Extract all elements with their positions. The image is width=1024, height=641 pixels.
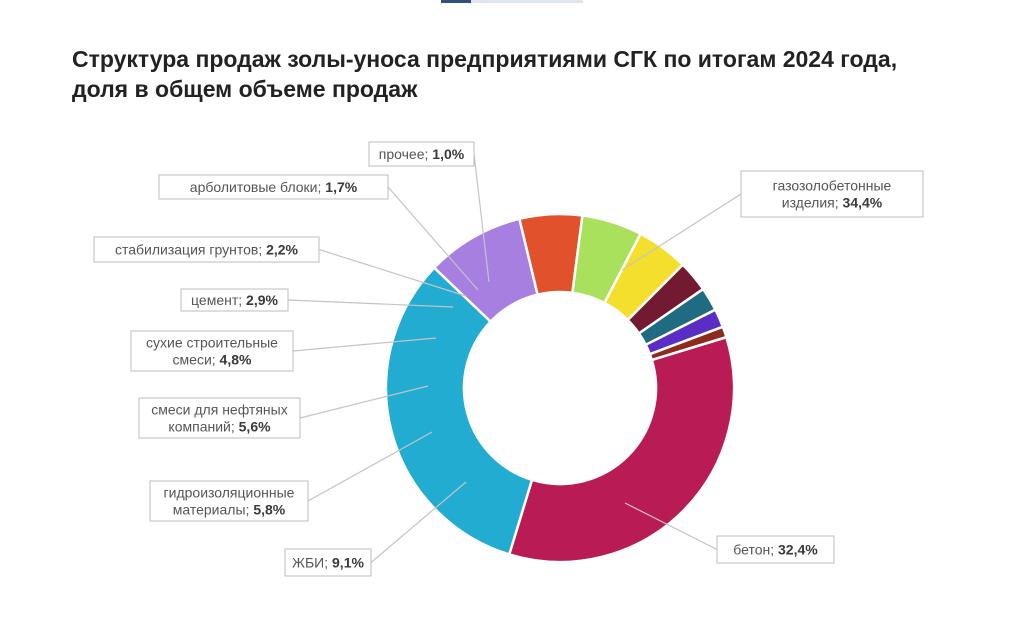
label-text-4-0: смеси для нефтяных <box>151 402 287 418</box>
leader-line-1 <box>624 502 718 551</box>
label-text-2-0: ЖБИ; 9,1% <box>292 555 364 571</box>
label-category-1-0: бетон; <box>733 542 778 558</box>
label-category-4-1: компаний; <box>168 419 238 435</box>
label-value-2: 9,1% <box>332 555 364 571</box>
label-box-4 <box>138 397 301 439</box>
label-text-8-0: арболитовые блоки; 1,7% <box>190 179 358 195</box>
label-value-5: 4,8% <box>220 352 252 368</box>
label-category-5-0: сухие строительные <box>146 335 278 351</box>
label-text-3-1: материалы; 5,8% <box>173 502 286 518</box>
label-text-1-0: бетон; 32,4% <box>733 542 818 558</box>
leader-line-8 <box>387 186 479 291</box>
label-text-7-0: стабилизация грунтов; 2,2% <box>115 242 299 258</box>
label-text-0-0: газозолобетонные <box>773 178 892 194</box>
label-text-5-0: сухие строительные <box>146 335 278 351</box>
label-box-8 <box>158 174 389 200</box>
label-category-0-1: изделия; <box>782 195 843 211</box>
label-value-7: 2,2% <box>266 242 298 258</box>
label-value-1: 32,4% <box>778 542 818 558</box>
label-text-5-1: смеси; 4,8% <box>173 352 252 368</box>
label-text-9-0: прочее; 1,0% <box>379 146 465 162</box>
label-box-3 <box>149 480 309 522</box>
leader-line-3 <box>307 431 433 502</box>
label-value-9: 1,0% <box>432 146 464 162</box>
label-box-1 <box>716 535 835 564</box>
label-category-3-1: материалы; <box>173 502 254 518</box>
label-category-2-0: ЖБИ; <box>292 555 332 571</box>
label-category-0-0: газозолобетонные <box>773 178 892 194</box>
label-category-3-0: гидроизоляционные <box>164 485 295 501</box>
label-text-6-0: цемент; 2,9% <box>191 292 278 308</box>
label-text-3-0: гидроизоляционные <box>164 485 295 501</box>
label-category-9-0: прочее; <box>379 146 433 162</box>
label-category-7-0: стабилизация грунтов; <box>115 242 266 258</box>
leader-line-7 <box>318 248 467 297</box>
label-category-5-1: смеси; <box>173 352 220 368</box>
label-box-9 <box>368 141 475 167</box>
label-text-0-1: изделия; 34,4% <box>782 195 883 211</box>
top-accent-dark <box>441 0 471 3</box>
leader-line-4 <box>299 385 429 419</box>
label-value-4: 5,6% <box>239 419 271 435</box>
label-value-3: 5,8% <box>253 502 285 518</box>
label-value-8: 1,7% <box>325 179 357 195</box>
chart-title: Структура продаж золы-уноса предприятиям… <box>72 46 898 102</box>
slice-9 <box>648 325 728 362</box>
leader-line-6 <box>287 299 454 308</box>
label-box-2 <box>284 548 372 577</box>
label-value-0: 34,4% <box>843 195 883 211</box>
label-category-6-0: цемент; <box>191 292 246 308</box>
leader-line-9 <box>473 153 490 283</box>
label-value-6: 2,9% <box>246 292 278 308</box>
donut-slices <box>384 212 736 564</box>
label-category-8-0: арболитовые блоки; <box>190 179 326 195</box>
leader-line-5 <box>292 337 437 352</box>
slice-0 <box>507 335 736 564</box>
label-category-4-0: смеси для нефтяных <box>151 402 287 418</box>
label-box-7 <box>93 236 320 263</box>
leader-line-2 <box>370 481 467 563</box>
top-accent-bar <box>441 0 583 3</box>
label-box-6 <box>180 288 289 312</box>
slice-1 <box>384 265 534 556</box>
leader-line-0 <box>621 193 742 271</box>
label-text-4-1: компаний; 5,6% <box>168 419 271 435</box>
label-box-0 <box>740 170 924 218</box>
top-accent-light <box>471 0 583 3</box>
label-box-5 <box>130 330 294 372</box>
